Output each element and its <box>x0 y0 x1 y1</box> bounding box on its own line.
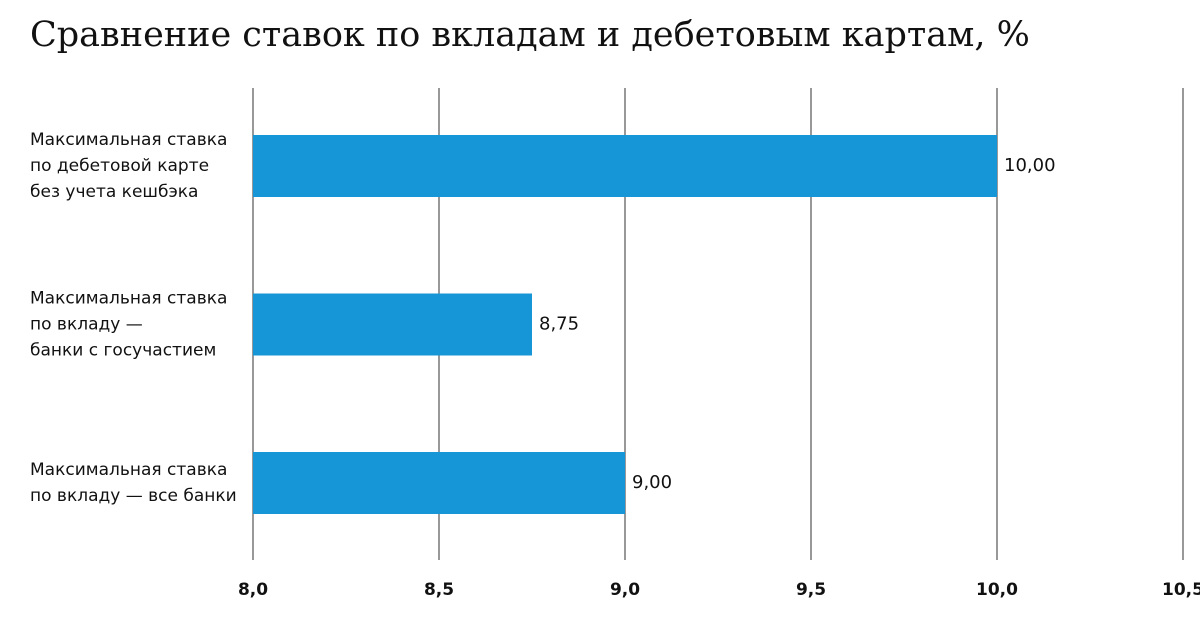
value-label: 9,00 <box>632 472 672 493</box>
category-line: по вкладу — все банки <box>30 486 237 506</box>
category-line: по вкладу — <box>30 315 143 335</box>
category-line: по дебетовой карте <box>30 156 209 176</box>
category-line: Максимальная ставка <box>30 289 227 309</box>
bar <box>253 135 997 197</box>
bar <box>253 293 532 356</box>
x-tick-label: 9,5 <box>796 580 826 600</box>
x-tick-label: 10,5 <box>1162 580 1200 600</box>
category-label: Максимальная ставка по дебетовой карте без… <box>30 130 227 202</box>
x-tick-label: 9,0 <box>610 580 640 600</box>
x-tick-label: 10,0 <box>976 580 1018 600</box>
category-line: Максимальная ставка <box>30 130 227 150</box>
category-line: без учета кешбэка <box>30 182 198 202</box>
value-label: 8,75 <box>539 314 579 335</box>
category-label: Максимальная ставка по вкладу — все банки <box>30 460 237 506</box>
category-line: банки с госучастием <box>30 341 216 361</box>
bar <box>253 452 625 514</box>
chart-title: Сравнение ставок по вкладам и дебетовым … <box>30 15 1030 55</box>
category-line: Максимальная ставка <box>30 460 227 480</box>
category-label: Максимальная ставка по вкладу — банки с го… <box>30 289 227 361</box>
x-tick-label: 8,0 <box>238 580 268 600</box>
value-label: 10,00 <box>1004 155 1056 176</box>
x-tick-label: 8,5 <box>424 580 454 600</box>
